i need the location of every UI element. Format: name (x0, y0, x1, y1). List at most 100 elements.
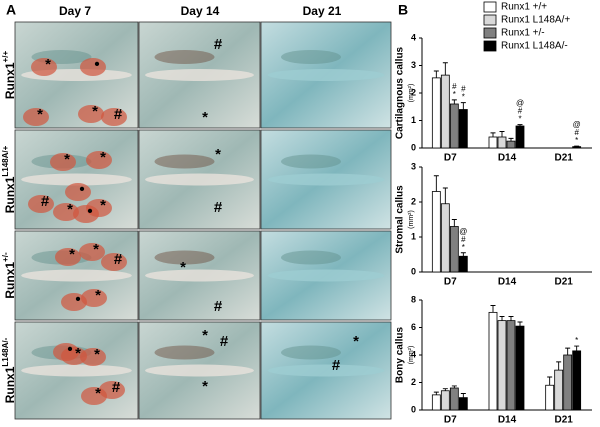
bone-cortex (267, 173, 385, 186)
x-tick-label: D7 (444, 277, 457, 288)
image-marker: • (67, 341, 72, 358)
bar (440, 203, 450, 273)
image-marker: # (41, 193, 50, 210)
y-tick-label: 8 (411, 294, 416, 304)
bar (563, 354, 573, 411)
error-bar (451, 385, 457, 388)
y-tick-label: 4 (411, 32, 416, 42)
bar (440, 390, 450, 411)
legend-label: Runx1 +/+ (501, 2, 547, 13)
error-bar (442, 62, 448, 76)
image-marker: • (94, 56, 99, 73)
image-marker: * (202, 109, 208, 126)
bar (554, 369, 564, 411)
x-tick-label: D14 (498, 153, 517, 164)
significance-mark: # (452, 82, 457, 91)
image-marker: # (112, 379, 121, 396)
bar (458, 109, 468, 149)
panel-a: Day 7 Day 14 Day 21 * • * * # # * Runx1+/+ * * • # * • * *… (1, 4, 392, 420)
bone-cortex (145, 364, 254, 377)
error-bar (460, 102, 466, 110)
image-marker: * (92, 103, 98, 120)
bar (488, 311, 498, 411)
y-tick-label: 3 (411, 161, 416, 171)
error-bar (490, 132, 496, 137)
bar (431, 394, 441, 411)
error-bar (433, 175, 439, 192)
error-bar (433, 70, 439, 78)
legend-swatch (483, 27, 497, 39)
significance-mark: @ (516, 99, 524, 108)
error-bar (508, 137, 514, 142)
y-tick-label: 0 (411, 266, 416, 276)
image-marker: * (69, 246, 75, 263)
bar (431, 191, 441, 273)
y-tick-label: 6 (411, 322, 416, 332)
column-header: Day 21 (303, 4, 342, 18)
row-label-genotype: +/- (1, 252, 10, 262)
bar (458, 397, 468, 411)
image-marker: # (114, 251, 123, 268)
significance-mark: * (575, 136, 578, 145)
x-tick-label: D7 (444, 415, 457, 426)
error-bar (547, 376, 553, 386)
column-header: Day 7 (59, 4, 91, 18)
image-marker: * (215, 146, 221, 163)
image-marker: # (114, 106, 123, 123)
legend-swatch (483, 14, 497, 26)
panel-label: A (6, 2, 16, 18)
y-tick-label: 4 (411, 349, 416, 359)
cartilage (23, 108, 49, 126)
y-tick-label: 2 (411, 377, 416, 387)
y-tick-label: 2 (411, 87, 416, 97)
x-tick-label: D14 (498, 277, 517, 288)
image-marker: * (95, 385, 101, 402)
significance-mark: * (575, 336, 578, 345)
significance-mark: * (462, 243, 465, 252)
y-axis-label: Stromal callus (395, 185, 406, 254)
error-bar (442, 187, 448, 204)
y-tick-label: 1 (411, 231, 416, 241)
bone-cortex (21, 269, 132, 282)
image-marker: # (220, 333, 229, 350)
error-bar (574, 345, 580, 351)
bone-cortex (267, 364, 385, 377)
image-marker: * (100, 197, 106, 214)
tissue-band (154, 154, 215, 169)
error-bar (574, 145, 580, 147)
error-bar (433, 391, 439, 395)
row-label-name: Runx1 (3, 176, 17, 213)
bar (431, 77, 441, 149)
cartilage (80, 348, 106, 366)
image-marker: * (64, 151, 70, 168)
row-label-name: Runx1 (3, 62, 17, 99)
cartilage (50, 153, 76, 171)
legend-label: Runx1 +/- (501, 28, 545, 39)
x-tick-label: D21 (554, 277, 573, 288)
bar (506, 140, 516, 149)
y-tick-label: 1 (411, 115, 416, 125)
legend-swatch (483, 1, 497, 13)
bone-cortex (21, 364, 132, 377)
error-bar (517, 321, 523, 327)
y-tick-label: 0 (411, 404, 416, 414)
cartilage (31, 58, 57, 76)
image-marker: * (353, 333, 359, 350)
column-header: Day 14 (181, 4, 220, 18)
cartilage (61, 347, 87, 365)
cartilage (101, 108, 127, 126)
cartilage (81, 289, 107, 307)
image-marker: • (75, 291, 80, 308)
image-marker: * (37, 106, 43, 123)
y-tick-label: 0 (411, 142, 416, 152)
image-marker: # (214, 199, 223, 216)
error-bar (499, 131, 505, 137)
bone-cortex (267, 69, 385, 81)
x-tick-label: D21 (554, 153, 573, 164)
row-label: Runx1+/+ (1, 51, 17, 100)
row-label: Runx1L148A/+ (1, 145, 17, 213)
bone-cortex (145, 269, 254, 282)
bar (488, 136, 498, 149)
image-marker: * (94, 346, 100, 363)
